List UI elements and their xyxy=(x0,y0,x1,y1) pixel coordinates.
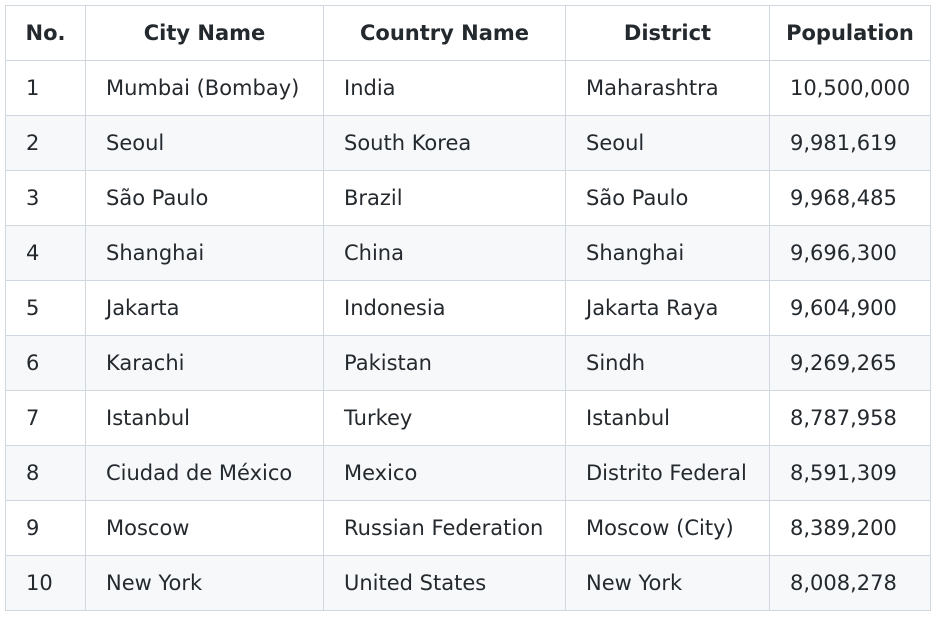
cell-population: 9,604,900 xyxy=(769,280,931,336)
cell-country-name: Brazil xyxy=(323,170,566,226)
table-row: 7 Istanbul Turkey Istanbul 8,787,958 xyxy=(5,390,931,446)
cell-district: Jakarta Raya xyxy=(565,280,770,336)
cell-no: 3 xyxy=(5,170,86,226)
cell-district: Shanghai xyxy=(565,225,770,281)
cell-no: 4 xyxy=(5,225,86,281)
cell-country-name: Indonesia xyxy=(323,280,566,336)
cell-population: 9,269,265 xyxy=(769,335,931,391)
cell-district: Maharashtra xyxy=(565,60,770,116)
cell-country-name: Turkey xyxy=(323,390,566,446)
cell-population: 8,389,200 xyxy=(769,500,931,556)
cell-city-name: Karachi xyxy=(85,335,324,391)
cell-population: 9,696,300 xyxy=(769,225,931,281)
cell-no: 10 xyxy=(5,555,86,611)
cell-no: 5 xyxy=(5,280,86,336)
cell-no: 8 xyxy=(5,445,86,501)
cell-country-name: India xyxy=(323,60,566,116)
cell-district: Distrito Federal xyxy=(565,445,770,501)
cell-district: Istanbul xyxy=(565,390,770,446)
cell-country-name: Russian Federation xyxy=(323,500,566,556)
cell-population: 8,008,278 xyxy=(769,555,931,611)
header-city-name: City Name xyxy=(85,5,324,61)
cell-city-name: Jakarta xyxy=(85,280,324,336)
cell-city-name: Istanbul xyxy=(85,390,324,446)
cell-district: New York xyxy=(565,555,770,611)
table-row: 9 Moscow Russian Federation Moscow (City… xyxy=(5,500,931,556)
table-body: 1 Mumbai (Bombay) India Maharashtra 10,5… xyxy=(5,60,931,611)
cell-no: 1 xyxy=(5,60,86,116)
header-country-name: Country Name xyxy=(323,5,566,61)
cell-city-name: Shanghai xyxy=(85,225,324,281)
cell-city-name: New York xyxy=(85,555,324,611)
cell-population: 8,591,309 xyxy=(769,445,931,501)
cell-no: 2 xyxy=(5,115,86,171)
cell-city-name: São Paulo xyxy=(85,170,324,226)
cell-no: 7 xyxy=(5,390,86,446)
header-population: Population xyxy=(769,5,931,61)
city-population-table: No. City Name Country Name District Popu… xyxy=(5,5,931,611)
table-row: 6 Karachi Pakistan Sindh 9,269,265 xyxy=(5,335,931,391)
cell-country-name: Mexico xyxy=(323,445,566,501)
table-row: 8 Ciudad de México Mexico Distrito Feder… xyxy=(5,445,931,501)
cell-city-name: Ciudad de México xyxy=(85,445,324,501)
cell-district: São Paulo xyxy=(565,170,770,226)
table-row: 2 Seoul South Korea Seoul 9,981,619 xyxy=(5,115,931,171)
cell-country-name: South Korea xyxy=(323,115,566,171)
cell-population: 10,500,000 xyxy=(769,60,931,116)
cell-city-name: Mumbai (Bombay) xyxy=(85,60,324,116)
table-row: 4 Shanghai China Shanghai 9,696,300 xyxy=(5,225,931,281)
table-row: 5 Jakarta Indonesia Jakarta Raya 9,604,9… xyxy=(5,280,931,336)
header-no: No. xyxy=(5,5,86,61)
header-district: District xyxy=(565,5,770,61)
table-header: No. City Name Country Name District Popu… xyxy=(5,5,931,61)
cell-city-name: Moscow xyxy=(85,500,324,556)
cell-population: 9,968,485 xyxy=(769,170,931,226)
cell-district: Moscow (City) xyxy=(565,500,770,556)
cell-district: Seoul xyxy=(565,115,770,171)
table-row: 1 Mumbai (Bombay) India Maharashtra 10,5… xyxy=(5,60,931,116)
city-population-table-container: No. City Name Country Name District Popu… xyxy=(5,5,931,611)
table-row: 10 New York United States New York 8,008… xyxy=(5,555,931,611)
cell-country-name: China xyxy=(323,225,566,281)
cell-population: 8,787,958 xyxy=(769,390,931,446)
cell-no: 6 xyxy=(5,335,86,391)
table-row: 3 São Paulo Brazil São Paulo 9,968,485 xyxy=(5,170,931,226)
cell-population: 9,981,619 xyxy=(769,115,931,171)
cell-country-name: United States xyxy=(323,555,566,611)
cell-district: Sindh xyxy=(565,335,770,391)
header-row: No. City Name Country Name District Popu… xyxy=(5,5,931,61)
cell-country-name: Pakistan xyxy=(323,335,566,391)
cell-city-name: Seoul xyxy=(85,115,324,171)
cell-no: 9 xyxy=(5,500,86,556)
